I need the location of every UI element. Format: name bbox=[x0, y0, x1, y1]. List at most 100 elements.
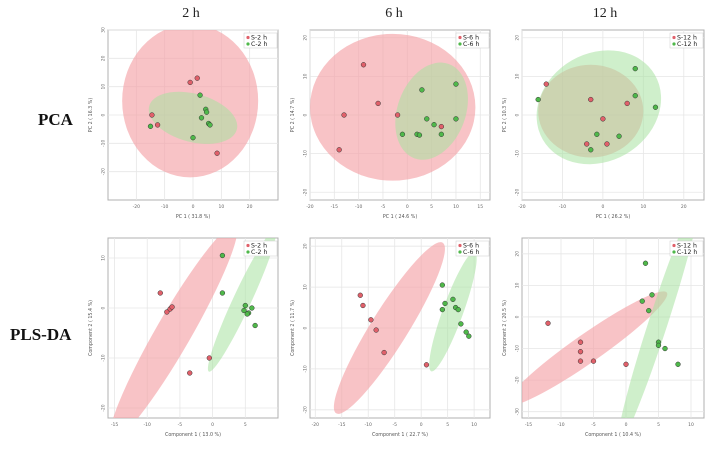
legend-box bbox=[669, 32, 704, 49]
x-tick-label: 0 bbox=[625, 422, 628, 428]
y-tick-label: 30 bbox=[101, 27, 107, 33]
y-tick-label: 10 bbox=[515, 282, 521, 288]
data-point-c bbox=[453, 116, 459, 122]
confidence-ellipse-c bbox=[617, 238, 700, 418]
data-point-s bbox=[360, 302, 366, 309]
y-tick-label: 0 bbox=[101, 306, 107, 309]
data-point-c bbox=[190, 135, 196, 141]
x-axis-label: Component 1 ( 13.0 %) bbox=[165, 432, 221, 438]
data-point-s bbox=[157, 290, 163, 296]
data-point-c bbox=[594, 131, 600, 137]
data-point-c bbox=[455, 306, 461, 313]
plot-area bbox=[109, 238, 277, 418]
legend-marker-c bbox=[458, 250, 462, 254]
legend-label: S-12 h bbox=[677, 243, 697, 250]
data-point-c bbox=[249, 305, 255, 311]
data-point-s bbox=[360, 62, 367, 68]
y-tick-label: 10 bbox=[303, 284, 309, 290]
data-point-c bbox=[649, 292, 655, 298]
data-point-s bbox=[438, 123, 445, 130]
y-tick-label: -30 bbox=[515, 408, 521, 415]
x-tick-label: -10 bbox=[144, 422, 151, 428]
data-point-c bbox=[252, 322, 258, 329]
data-point-s bbox=[577, 339, 584, 345]
x-tick-label: 5 bbox=[446, 422, 449, 428]
col-title-2h: 2 h bbox=[182, 6, 200, 21]
data-point-s bbox=[588, 96, 594, 103]
legend-box bbox=[455, 240, 490, 257]
x-tick-label: 10 bbox=[640, 204, 646, 210]
legend-box bbox=[243, 32, 278, 49]
x-axis-label: PC 1 ( 26.2 %) bbox=[596, 214, 631, 220]
data-point-s bbox=[206, 355, 212, 361]
data-point-s bbox=[623, 361, 629, 367]
legend-marker-c bbox=[458, 42, 462, 46]
confidence-ellipse-s bbox=[522, 291, 668, 406]
x-tick-label: -10 bbox=[161, 204, 168, 210]
data-point-c bbox=[646, 307, 652, 314]
x-tick-label: -10 bbox=[557, 422, 564, 428]
data-point-s bbox=[375, 100, 381, 107]
plot-area bbox=[122, 30, 259, 178]
data-point-s bbox=[543, 81, 549, 87]
plot-area bbox=[522, 238, 700, 418]
data-point-s bbox=[624, 100, 630, 107]
legend-marker-s bbox=[246, 35, 250, 40]
data-point-s bbox=[169, 304, 175, 310]
y-tick-label: 20 bbox=[515, 251, 521, 257]
legend-label: C-12 h bbox=[677, 249, 697, 256]
legend-label: S-6 h bbox=[463, 243, 479, 250]
y-tick-label: 0 bbox=[303, 113, 309, 116]
chart-pca-12h: -20 -10 0 10 20 -20 -10 0 10 20 S-12 hC-12 h PC 1 (… bbox=[502, 29, 705, 220]
x-tick-label: 5 bbox=[244, 422, 247, 428]
data-point-s bbox=[423, 362, 430, 368]
y-tick-label: 0 bbox=[303, 326, 309, 329]
data-point-c bbox=[439, 306, 446, 313]
data-point-c bbox=[147, 123, 154, 129]
y-tick-label: 10 bbox=[303, 73, 309, 79]
legend-label: S-12 h bbox=[677, 35, 697, 42]
y-axis-label: Component 2 ( 20.5 %) bbox=[502, 300, 508, 356]
x-tick-label: -15 bbox=[525, 422, 532, 428]
confidence-ellipse-c bbox=[536, 50, 662, 165]
data-point-c bbox=[219, 290, 226, 296]
confidence-ellipse-c bbox=[395, 62, 468, 160]
data-point-c bbox=[632, 65, 638, 72]
data-point-s bbox=[577, 349, 584, 355]
data-point-c bbox=[431, 122, 437, 128]
data-point-s bbox=[394, 112, 401, 118]
y-tick-label: 20 bbox=[515, 35, 521, 41]
data-point-c bbox=[588, 147, 594, 153]
x-tick-label: -15 bbox=[111, 422, 118, 428]
x-tick-label: -5 bbox=[381, 204, 386, 210]
data-point-s bbox=[584, 141, 590, 147]
data-point-c bbox=[675, 361, 681, 367]
data-point-s bbox=[600, 116, 606, 122]
row-label-pca: PCA bbox=[38, 110, 73, 129]
legend-marker-s bbox=[458, 35, 462, 40]
x-tick-label: -20 bbox=[306, 204, 313, 210]
chart-plsda-6h: -20 -15 -10 -5 0 5 10 -20 -10 0 10 20 S-6 hC-6 h Comp… bbox=[290, 237, 491, 438]
data-point-s bbox=[545, 320, 551, 326]
data-point-c bbox=[453, 81, 459, 87]
data-point-c bbox=[424, 116, 430, 122]
data-point-s bbox=[164, 309, 170, 315]
confidence-ellipse-c bbox=[207, 238, 277, 372]
data-point-c bbox=[642, 260, 649, 266]
legend-marker-c bbox=[246, 250, 250, 254]
y-tick-label: 0 bbox=[515, 113, 521, 116]
data-point-s bbox=[590, 358, 597, 364]
legend-marker-s bbox=[672, 243, 676, 248]
x-axis-label: Component 1 ( 10.4 %) bbox=[585, 432, 641, 438]
x-tick-label: 0 bbox=[211, 422, 214, 428]
data-point-c bbox=[207, 122, 213, 128]
chart-pca-2h: -20 -10 0 10 20 -20 -10 0 10 20 30 S-2 hC-2 h PC 1 (… bbox=[88, 27, 279, 220]
col-title-6h: 6 h bbox=[385, 6, 403, 21]
chart-plsda-2h: -15 -10 -5 0 5 -20 -10 0 10 S-2 hC-2 h Component 1… bbox=[88, 237, 279, 438]
x-tick-label: -15 bbox=[331, 204, 338, 210]
y-tick-label: -20 bbox=[101, 168, 107, 175]
y-tick-label: 0 bbox=[515, 315, 521, 318]
y-tick-label: 10 bbox=[515, 73, 521, 79]
legend-label: S-6 h bbox=[463, 35, 479, 42]
